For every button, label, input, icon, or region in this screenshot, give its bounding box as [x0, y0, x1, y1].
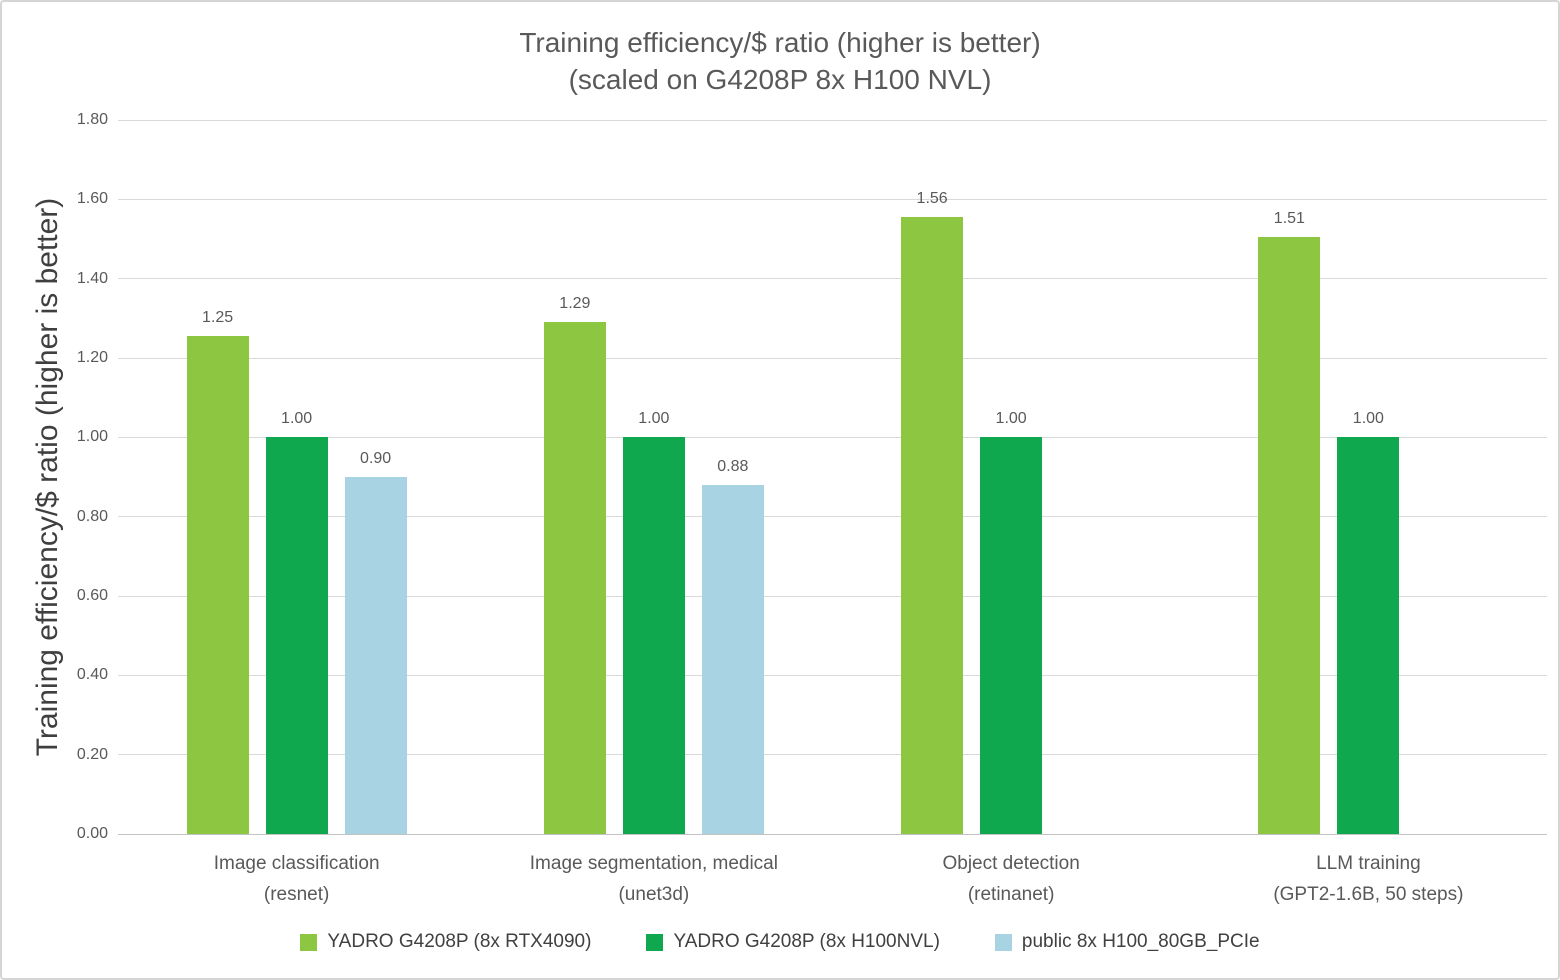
bar-series-1-category-1 — [186, 336, 249, 834]
gridline — [118, 278, 1547, 280]
gridline — [118, 516, 1547, 518]
bar-value-label: 1.00 — [281, 410, 313, 428]
legend-item: YADRO G4208P (8x RTX4090) — [300, 931, 591, 953]
bar-series-2-category-3 — [980, 437, 1043, 834]
gridline — [118, 436, 1547, 438]
legend-item: public 8x H100_80GB_PCIe — [994, 931, 1260, 953]
bar-series-3-category-2 — [701, 484, 764, 834]
x-axis-category-label: Image segmentation, medical (unet3d) — [529, 853, 778, 905]
legend: YADRO G4208P (8x RTX4090) YADRO G4208P (8… — [2, 931, 1558, 953]
bar-series-3-category-1 — [344, 477, 407, 834]
plot-area: 1.25 1.00 0.90 1.29 1.00 0.88 1.56 1.00 1.51 1.00 — [118, 119, 1547, 835]
y-axis-tick-label: 1.60 — [76, 190, 108, 208]
x-axis-line — [118, 833, 1547, 835]
gridline — [118, 357, 1547, 359]
y-axis-tick-label: 1.00 — [76, 428, 108, 446]
bar-value-label: 0.90 — [360, 450, 392, 467]
legend-item: YADRO G4208P (8x H100NVL) — [646, 931, 940, 953]
legend-label: YADRO G4208P (8x H100NVL) — [673, 931, 940, 952]
legend-swatch-icon — [994, 933, 1012, 951]
bar-series-1-category-3 — [901, 217, 964, 834]
gridline — [118, 754, 1547, 756]
bar-series-2-category-4 — [1337, 437, 1400, 834]
bar-value-label: 1.29 — [559, 295, 591, 313]
bar-value-label: 1.00 — [995, 410, 1027, 428]
bar-value-label: 1.51 — [1273, 210, 1305, 228]
legend-swatch-icon — [646, 933, 664, 951]
gridline — [118, 674, 1547, 676]
y-axis-tick-label: 1.40 — [76, 269, 108, 287]
y-axis-tick-label: 0.80 — [76, 507, 108, 525]
gridline — [118, 595, 1547, 597]
legend-label: public 8x H100_80GB_PCIe — [1021, 931, 1260, 952]
x-axis-category-label: Object detection (retinanet) — [942, 853, 1080, 905]
bar-series-1-category-4 — [1258, 237, 1321, 834]
bar-value-label: 1.25 — [202, 309, 234, 327]
bar-value-label: 0.88 — [717, 457, 749, 475]
bar-value-label: 1.56 — [916, 190, 948, 208]
y-axis-tick-label: 1.20 — [76, 349, 108, 366]
bar-series-2-category-1 — [265, 437, 328, 834]
y-axis-tick-label: 0.20 — [76, 745, 108, 763]
y-axis-tick-label: 0.60 — [76, 587, 108, 604]
x-axis-category-label: LLM training (GPT2-1.6B, 50 steps) — [1273, 853, 1464, 905]
chart-title-line2: (scaled on G4208P 8x H100 NVL) — [568, 64, 992, 95]
bar-value-label: 1.00 — [638, 410, 670, 428]
legend-swatch-icon — [300, 933, 318, 951]
chart-title-line1: Training efficiency/$ ratio (higher is b… — [519, 27, 1041, 58]
legend-label: YADRO G4208P (8x RTX4090) — [327, 931, 592, 952]
y-axis-tick-label: 0.40 — [76, 666, 108, 684]
chart-title: Training efficiency/$ ratio (higher is b… — [2, 24, 1558, 98]
bar-series-1-category-2 — [543, 322, 606, 834]
gridline — [118, 198, 1547, 200]
gridline — [118, 119, 1547, 121]
bar-value-label: 1.00 — [1352, 410, 1384, 428]
x-axis-category-label: Image classification (resnet) — [213, 853, 380, 905]
bar-series-2-category-2 — [622, 437, 685, 834]
y-axis-tick-label: 1.80 — [76, 111, 108, 128]
y-axis-tick-label: 0.00 — [76, 825, 108, 842]
